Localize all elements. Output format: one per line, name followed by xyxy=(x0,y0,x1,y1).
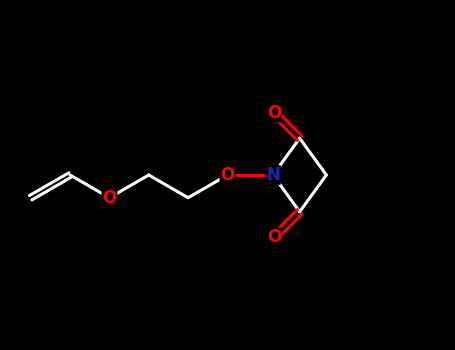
Text: N: N xyxy=(266,166,280,184)
Text: O: O xyxy=(102,189,116,207)
Text: O: O xyxy=(267,229,281,246)
Text: O: O xyxy=(267,104,281,121)
Text: O: O xyxy=(220,166,235,184)
